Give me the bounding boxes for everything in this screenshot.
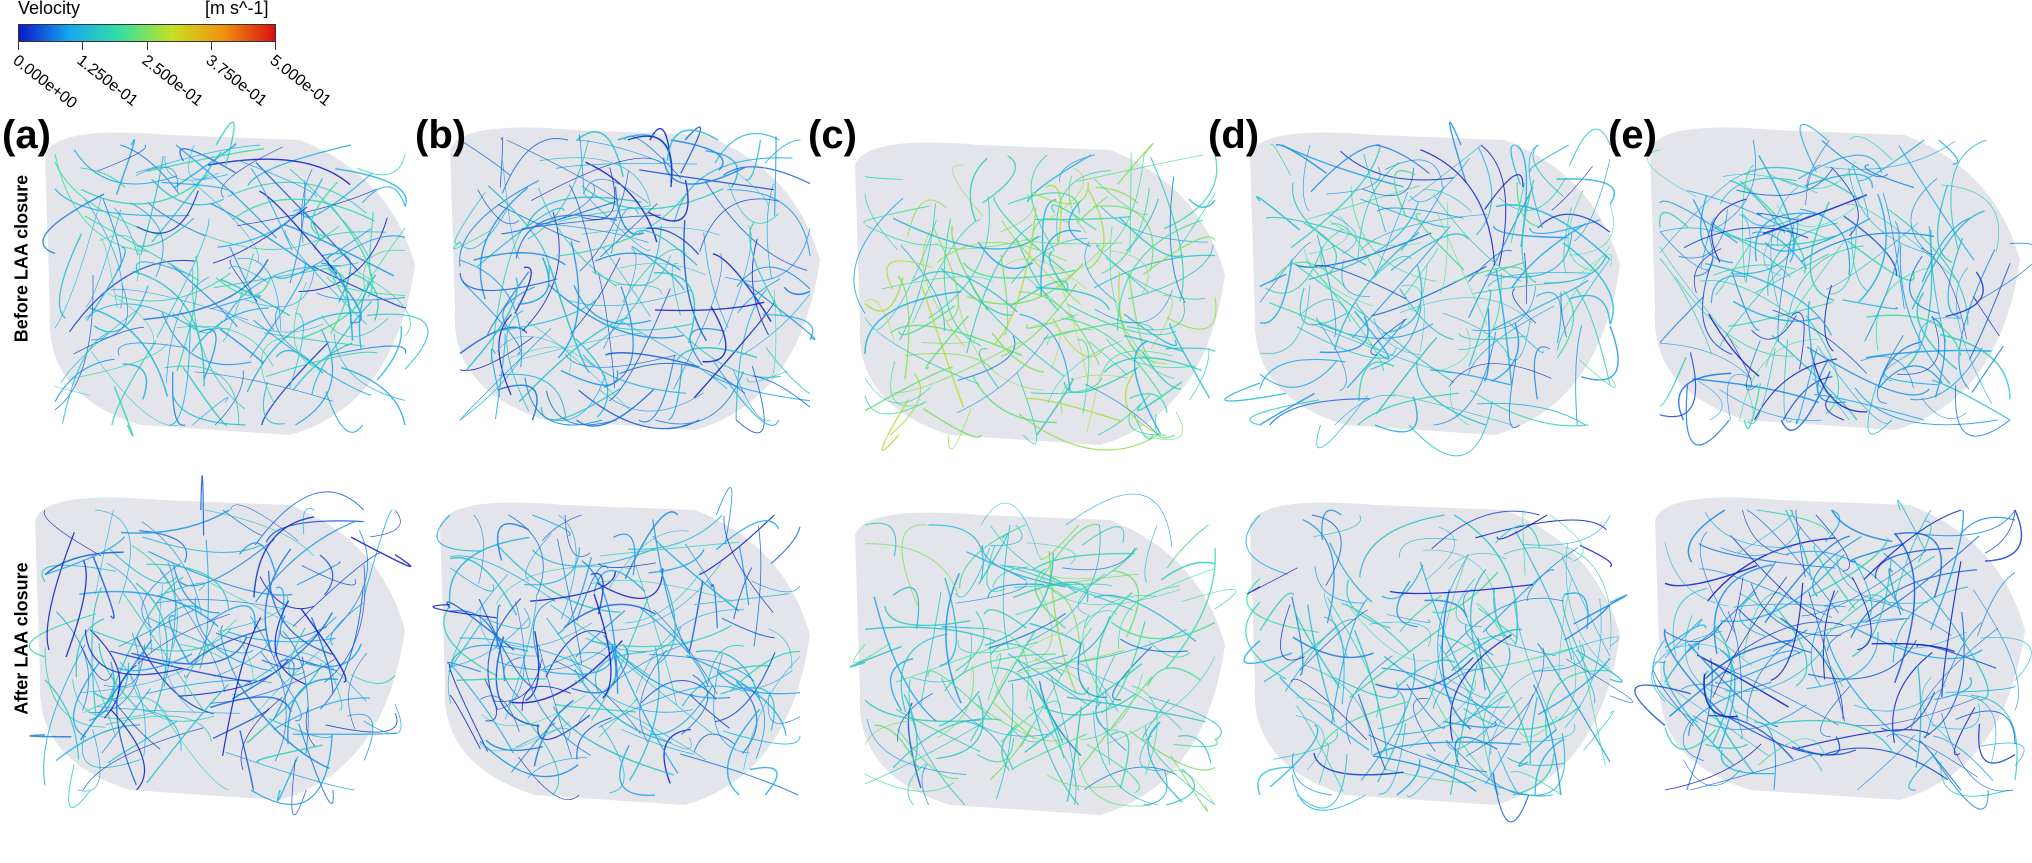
atrium-streamline-panel — [1634, 497, 2032, 810]
row-label-before: Before LAA closure — [11, 174, 32, 343]
legend-tick — [18, 42, 19, 50]
atrium-streamline-panel — [853, 142, 1225, 451]
atrium-silhouette — [450, 127, 820, 430]
legend-tick — [275, 42, 276, 50]
panel-label-c: (c) — [808, 113, 857, 157]
atrium-streamline-panel — [849, 493, 1237, 815]
legend-colorbar — [18, 24, 276, 42]
atrium-silhouette — [1250, 132, 1620, 435]
atrium-streamline-panel — [1647, 123, 2032, 446]
atrium-silhouette — [440, 502, 810, 805]
atrium-streamline-panel — [28, 475, 412, 816]
row-label-after: After LAA closure — [11, 562, 32, 715]
atrium-streamline-panel — [450, 126, 820, 434]
legend-units: [m s^-1] — [205, 0, 269, 18]
atrium-streamline-panel — [432, 487, 810, 805]
atrium-streamline-panel — [1243, 502, 1634, 823]
panel-label-d: (d) — [1208, 113, 1260, 157]
panel-label-b: (b) — [415, 113, 467, 157]
atrium-silhouette — [1650, 127, 2020, 430]
legend-tick — [147, 42, 148, 50]
legend-tick — [82, 42, 83, 50]
legend-title: Velocity — [18, 0, 81, 18]
atrium-streamline-panel — [42, 121, 429, 437]
legend-tick — [211, 42, 212, 50]
panel-label-e: (e) — [1608, 113, 1657, 157]
atrium-streamline-panel — [1224, 121, 1620, 457]
velocity-legend: Velocity [m s^-1] 0.000e+00 1.250e-01 2.… — [0, 0, 360, 130]
panel-label-a: (a) — [2, 113, 51, 157]
